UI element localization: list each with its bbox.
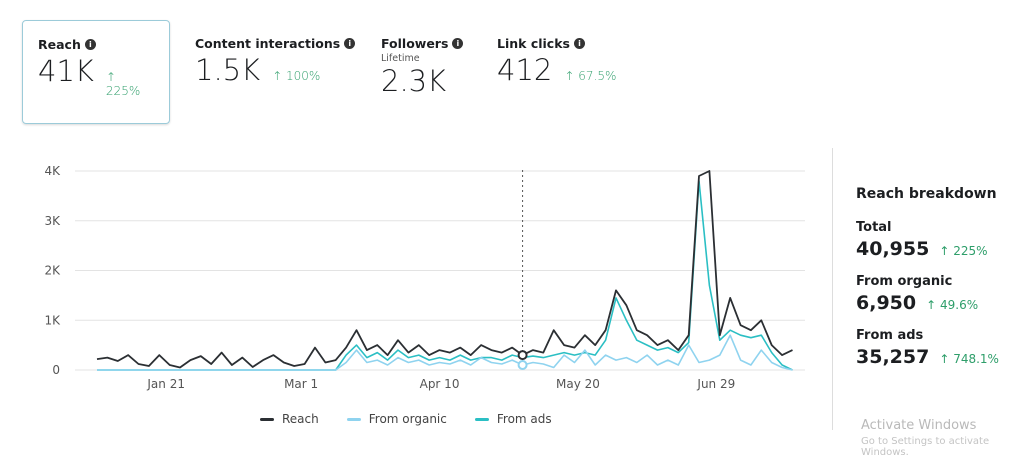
- y-tick-label: 0: [52, 363, 60, 377]
- metric-label: Link clicks: [497, 36, 570, 51]
- legend-item-organic[interactable]: From organic: [346, 412, 447, 426]
- metric-followers[interactable]: Followers i Lifetime 2.3K: [366, 20, 478, 124]
- activate-windows-watermark: Activate Windows: [861, 418, 977, 433]
- x-tick-label: Jun 29: [696, 377, 735, 391]
- breakdown-delta: ↑ 748.1%: [939, 352, 999, 366]
- breakdown-label: From organic: [856, 274, 953, 289]
- legend-swatch: [260, 417, 274, 421]
- metric-value: 2.3K: [381, 64, 447, 98]
- breakdown-delta: ↑ 225%: [939, 244, 988, 258]
- legend-item-reach[interactable]: Reach: [260, 412, 319, 426]
- breakdown-label: From ads: [856, 328, 924, 343]
- breakdown-value: 40,955: [856, 238, 930, 260]
- reach-line-chart[interactable]: 0 1K 2K 3K 4K Jan 21 Mar 1 Apr 10 May 20 Jun 29: [0, 140, 830, 405]
- metric-reach[interactable]: Reach i 41K ↑ 225%: [22, 20, 170, 124]
- y-tick-label: 1K: [44, 313, 61, 327]
- breakdown-delta: ↑ 49.6%: [926, 298, 979, 312]
- hover-point-reach: [517, 350, 528, 361]
- metric-label: Reach: [38, 37, 81, 52]
- activate-windows-subtext: Go to Settings to activate Windows.: [861, 436, 990, 458]
- legend-label: From ads: [496, 412, 552, 426]
- legend-swatch: [346, 417, 361, 421]
- series-line-reach: [96, 170, 793, 369]
- metric-label: Followers: [381, 36, 449, 51]
- x-tick-label: Mar 1: [284, 377, 318, 391]
- series-line-from-organic: [97, 334, 793, 371]
- metric-label: Content interactions: [195, 36, 341, 51]
- breakdown-value: 6,950: [856, 292, 917, 314]
- info-icon[interactable]: i: [573, 38, 585, 49]
- breakdown-value: 35,257: [856, 346, 930, 368]
- reach-breakdown-panel: Reach breakdown Total 40,955 ↑ 225% From …: [856, 186, 999, 382]
- metric-value: 41K: [38, 54, 94, 88]
- metric-value: 1.5K: [195, 53, 261, 87]
- metric-link-clicks[interactable]: Link clicks i 412 ↑ 67.5%: [482, 20, 631, 124]
- series-line-from-ads: [97, 180, 793, 371]
- chart-legend: Reach From organic From ads: [260, 412, 552, 426]
- legend-label: Reach: [282, 412, 319, 426]
- panel-divider: [832, 148, 833, 430]
- metric-value: 412: [497, 53, 553, 87]
- legend-label: From organic: [368, 412, 447, 426]
- hover-point-organic: [517, 360, 528, 371]
- y-tick-label: 3K: [44, 214, 61, 228]
- x-tick-label: Jan 21: [146, 377, 185, 391]
- metric-delta: ↑ 67.5%: [564, 69, 617, 83]
- info-icon[interactable]: i: [452, 38, 464, 49]
- x-tick-label: Apr 10: [420, 377, 460, 391]
- breakdown-label: Total: [856, 220, 892, 235]
- info-icon[interactable]: i: [84, 39, 96, 50]
- x-tick-label: May 20: [556, 377, 600, 391]
- metric-delta: ↑ 225%: [105, 70, 141, 98]
- metric-content-interactions[interactable]: Content interactions i 1.5K ↑ 100%: [180, 20, 370, 124]
- legend-swatch: [474, 417, 489, 421]
- metric-delta: ↑ 100%: [272, 69, 321, 83]
- y-tick-label: 2K: [44, 264, 61, 278]
- breakdown-title: Reach breakdown: [856, 186, 997, 202]
- info-icon[interactable]: i: [344, 38, 356, 49]
- metric-sublabel: Lifetime: [381, 53, 420, 64]
- legend-item-ads[interactable]: From ads: [474, 412, 552, 426]
- y-tick-label: 4K: [44, 164, 61, 178]
